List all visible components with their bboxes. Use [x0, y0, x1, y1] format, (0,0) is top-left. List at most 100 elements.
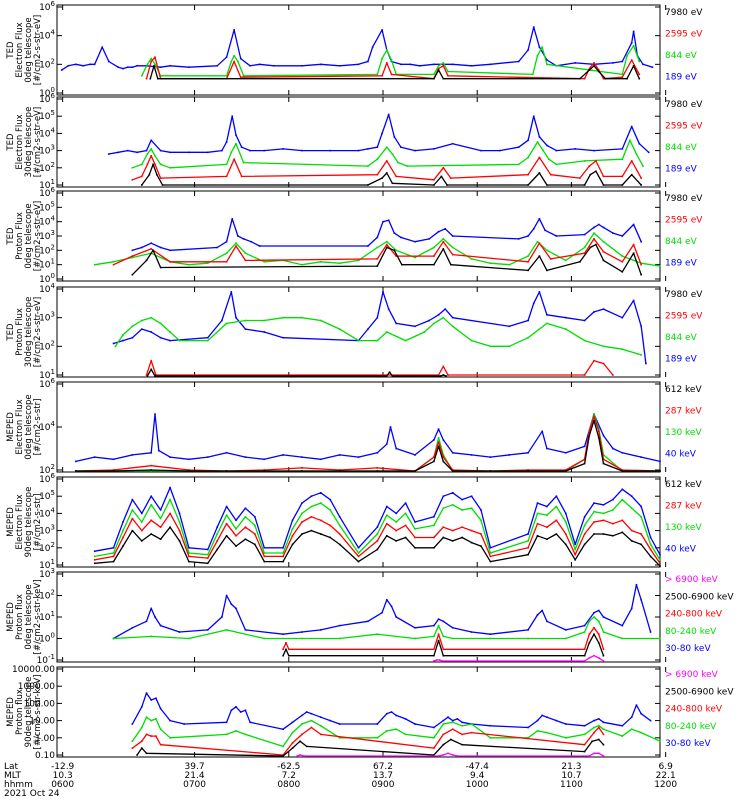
data-point	[216, 548, 218, 551]
data-point	[145, 733, 148, 736]
data-point	[216, 64, 218, 67]
data-point	[161, 184, 164, 186]
legend-entry: 189 eV	[665, 354, 698, 364]
y-tick-label: 106	[39, 472, 55, 485]
legend-entry: 7980 eV	[665, 194, 703, 204]
data-point	[555, 149, 558, 152]
data-point	[442, 456, 445, 458]
data-point	[406, 165, 409, 167]
data-point	[385, 172, 388, 174]
data-point	[640, 543, 642, 546]
data-point	[418, 64, 421, 67]
data-point	[442, 743, 445, 746]
data-point	[659, 265, 661, 267]
data-point	[136, 151, 138, 154]
data-point	[442, 526, 445, 528]
data-point	[433, 624, 435, 627]
data-point	[291, 528, 294, 530]
data-point	[376, 258, 379, 260]
data-point	[630, 607, 633, 610]
data-point	[470, 64, 473, 67]
data-point	[230, 60, 233, 63]
data-point	[225, 594, 228, 597]
data-point	[451, 529, 454, 532]
y-tick-label: 10.00	[29, 717, 55, 727]
data-point	[155, 697, 157, 700]
data-point	[451, 721, 454, 724]
data-point	[527, 173, 529, 176]
series-line	[75, 413, 660, 472]
data-point	[527, 470, 529, 472]
y-tick-label: 105	[39, 200, 55, 213]
data-point	[638, 73, 641, 76]
data-point	[404, 733, 407, 736]
data-point	[583, 533, 586, 535]
data-point	[381, 29, 383, 31]
data-point	[589, 173, 592, 176]
data-point	[489, 560, 492, 563]
panel-8: MEPED Proton flux 90deg telescope [#/cm2-s-…	[6, 666, 734, 758]
y-tick-label: 103	[39, 144, 55, 157]
data-point	[169, 261, 171, 263]
data-point	[301, 316, 303, 319]
panel-frame	[56, 476, 661, 568]
y-tick-label: 1.00	[35, 734, 55, 744]
data-point	[320, 733, 322, 736]
data-point	[108, 60, 110, 63]
data-point	[169, 719, 171, 722]
data-point	[244, 629, 247, 631]
data-point	[381, 177, 383, 179]
y-axis-label: TED	[6, 323, 16, 342]
data-point	[659, 562, 661, 565]
data-point	[376, 633, 379, 635]
data-point	[338, 470, 341, 472]
y-axis-label: 0deg telescope	[24, 17, 34, 82]
data-point	[188, 151, 190, 154]
y-axis-label: MEPED	[6, 602, 16, 632]
data-point	[433, 648, 435, 651]
legend-entry: 7980 eV	[665, 290, 703, 300]
data-point	[538, 172, 541, 174]
data-point	[433, 654, 435, 657]
data-point	[357, 547, 360, 549]
data-point	[188, 560, 190, 563]
data-point	[536, 522, 539, 525]
data-point	[480, 545, 482, 547]
data-point	[629, 139, 631, 142]
data-point	[489, 547, 492, 549]
data-point	[602, 728, 605, 730]
data-point	[649, 555, 652, 558]
data-point	[549, 173, 552, 176]
data-point	[621, 271, 624, 273]
data-point	[433, 246, 435, 249]
y-tick-label: 103	[39, 229, 55, 242]
legend-entry: 189 eV	[665, 258, 698, 268]
data-point	[131, 747, 134, 749]
legend-entry: > 6900 keV	[665, 575, 719, 585]
y-tick-label: 102	[39, 463, 55, 476]
data-point	[145, 149, 148, 152]
data-point	[154, 63, 156, 66]
data-point	[338, 64, 341, 67]
data-point	[564, 737, 567, 739]
data-point	[310, 726, 313, 729]
data-point	[621, 60, 624, 63]
data-point	[442, 365, 445, 368]
data-point	[597, 726, 600, 729]
data-point	[583, 252, 586, 254]
data-point	[385, 522, 388, 525]
data-point	[536, 730, 539, 732]
data-point	[549, 258, 552, 260]
data-point	[301, 637, 303, 640]
data-point	[527, 637, 529, 640]
data-point	[235, 528, 237, 530]
data-point	[320, 458, 322, 461]
data-point	[263, 555, 266, 558]
data-point	[60, 69, 63, 71]
data-point	[589, 246, 592, 249]
data-point	[140, 512, 143, 515]
data-point	[381, 57, 383, 60]
data-point	[117, 66, 120, 68]
data-point	[244, 709, 247, 712]
data-point	[602, 519, 605, 522]
